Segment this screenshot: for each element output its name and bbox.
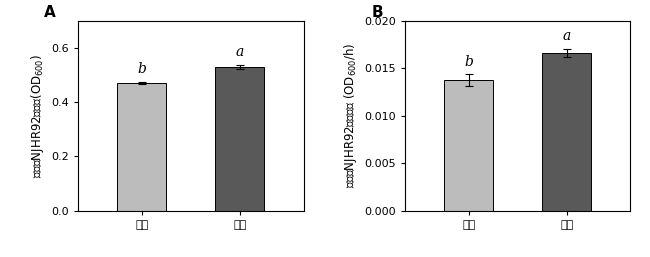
Bar	[542, 53, 592, 211]
Y-axis label: 有益菌NJHR92生长速率 (OD$_{600}$/h): 有益菌NJHR92生长速率 (OD$_{600}$/h)	[342, 43, 359, 188]
Text: a: a	[236, 45, 244, 59]
Y-axis label: 有益菌NJHR92生物量(OD$_{600}$): 有益菌NJHR92生物量(OD$_{600}$)	[29, 53, 46, 178]
Bar	[215, 67, 265, 211]
Text: A: A	[44, 5, 56, 20]
Text: b: b	[137, 62, 146, 76]
Bar	[444, 80, 493, 211]
Bar	[117, 83, 166, 211]
Text: B: B	[371, 5, 383, 20]
Text: a: a	[563, 29, 571, 43]
Text: b: b	[464, 54, 473, 69]
